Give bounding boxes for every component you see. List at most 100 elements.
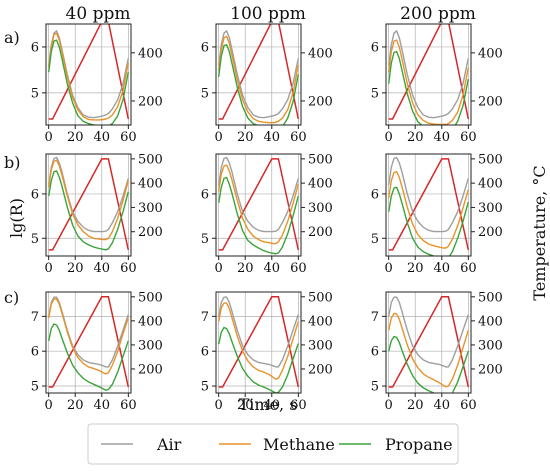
panel-b-100ppm: 0 20 40 60 5 6 200 300 400 500 (201, 152, 333, 276)
x-tick-label: 40 (434, 398, 451, 413)
x-tick-label: 20 (237, 130, 254, 145)
y-tick-label: 5 (201, 232, 209, 247)
x-tick-label: 40 (264, 261, 281, 276)
y-tick-label: 5 (371, 380, 379, 395)
column-title-40ppm: 40 ppm (66, 4, 131, 24)
temp-tick-label: 400 (478, 314, 503, 329)
x-tick-label: 40 (434, 130, 451, 145)
series-air (388, 30, 469, 119)
temp-tick-label: 200 (138, 94, 163, 109)
x-tick-label: 60 (290, 398, 307, 413)
x-tick-label: 0 (385, 261, 393, 276)
panel-c-100ppm: 0 20 40 60 5 6 7 200 300 400 500 (201, 290, 333, 413)
plot-area (48, 296, 130, 391)
y-tick-label: 6 (201, 345, 209, 360)
x-tick-label: 0 (385, 130, 393, 145)
y-tick-label: 6 (31, 187, 39, 202)
x-tick-label: 40 (94, 130, 111, 145)
temp-tick-label: 200 (138, 225, 163, 240)
x-tick-label: 20 (407, 130, 424, 145)
panel-a-40ppm: 0 20 40 60 5 6 200 400 (31, 23, 163, 145)
axes-frame (215, 23, 302, 126)
temp-tick-label: 500 (308, 152, 333, 167)
temp-tick-label: 400 (308, 46, 333, 61)
y-tick-label: 7 (371, 310, 379, 325)
y-tick-label: 7 (31, 310, 39, 325)
series-methane (218, 164, 299, 245)
series-propane (388, 335, 469, 393)
x-tick-label: 0 (45, 398, 53, 413)
series-propane (388, 186, 469, 256)
column-title-100ppm: 100 ppm (230, 4, 306, 24)
y-axis-label-left: lg(R) (7, 198, 26, 238)
series-methane (388, 170, 469, 249)
temp-tick-label: 500 (138, 290, 163, 305)
x-tick-label: 20 (67, 261, 84, 276)
temp-tick-label: 300 (138, 338, 163, 353)
temp-tick-label: 200 (308, 94, 333, 109)
temp-tick-label: 500 (478, 152, 503, 167)
series-methane (48, 298, 129, 375)
legend-frame (87, 423, 459, 465)
y-tick-label: 6 (371, 345, 379, 360)
y-tick-label: 5 (31, 380, 39, 395)
temp-tick-label: 500 (308, 290, 333, 305)
x-tick-label: 20 (407, 398, 424, 413)
temp-tick-label: 200 (308, 362, 333, 377)
series-propane (218, 326, 299, 393)
temp-tick-label: 400 (308, 177, 333, 192)
axes-frame (385, 153, 472, 257)
x-tick-label: 60 (120, 130, 137, 145)
legend-label-air: Air (156, 435, 182, 454)
series-temperature (48, 24, 130, 120)
plot-area (218, 156, 300, 255)
row-label-a: a) (4, 28, 20, 47)
series-propane (218, 176, 299, 255)
panel-a-200ppm: 0 20 40 60 5 6 200 400 (371, 23, 503, 145)
x-tick-label: 0 (215, 398, 223, 413)
y-tick-label: 6 (371, 40, 379, 55)
series-air (388, 296, 469, 368)
x-tick-label: 60 (290, 130, 307, 145)
row-label-c: c) (4, 288, 19, 307)
series-air (218, 296, 299, 368)
x-tick-label: 60 (460, 261, 477, 276)
x-tick-label: 40 (264, 398, 281, 413)
temp-tick-label: 400 (478, 177, 503, 192)
temp-tick-label: 400 (308, 314, 333, 329)
y-axis-label-right: Temperature, °C (530, 165, 549, 300)
x-tick-label: 40 (94, 398, 111, 413)
x-tick-label: 0 (385, 398, 393, 413)
axes-frame (215, 291, 302, 394)
temp-tick-label: 200 (478, 94, 503, 109)
legend-label-methane: Methane (263, 435, 335, 454)
x-tick-label: 20 (67, 130, 84, 145)
x-tick-label: 60 (460, 398, 477, 413)
axes-frame (45, 23, 132, 126)
series-temperature (48, 296, 130, 388)
row-label-b: b) (4, 153, 20, 172)
series-temperature (388, 24, 470, 120)
series-air (48, 30, 129, 119)
temp-tick-label: 300 (478, 338, 503, 353)
x-tick-label: 60 (120, 398, 137, 413)
y-tick-label: 5 (201, 380, 209, 395)
axes-frame (45, 153, 132, 257)
series-methane (388, 312, 469, 388)
series-temperature (48, 158, 130, 251)
y-tick-label: 5 (31, 232, 39, 247)
x-tick-label: 20 (67, 398, 84, 413)
series-air (218, 156, 299, 233)
x-axis-label: Time, s (239, 395, 298, 414)
temp-tick-label: 200 (478, 362, 503, 377)
x-tick-label: 0 (45, 130, 53, 145)
y-tick-label: 5 (371, 86, 379, 101)
series-methane (218, 35, 299, 124)
legend-label-propane: Propane (385, 435, 453, 454)
temp-tick-label: 200 (478, 225, 503, 240)
y-tick-label: 7 (201, 310, 209, 325)
y-tick-label: 5 (201, 86, 209, 101)
series-propane (48, 170, 129, 251)
plot-area (218, 296, 300, 393)
